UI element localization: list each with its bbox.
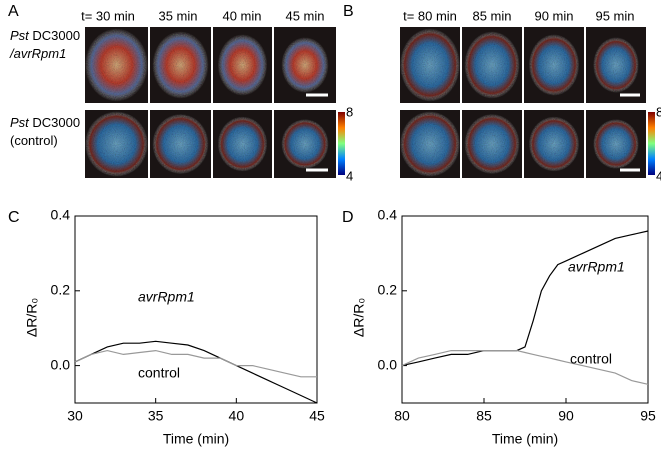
cell-cluster bbox=[400, 111, 460, 177]
cell-cluster bbox=[528, 116, 580, 172]
x-tick-label: 80 bbox=[394, 408, 410, 424]
series-line bbox=[74, 349, 317, 378]
cell-cluster bbox=[281, 37, 329, 93]
row-label-part: DC3000 bbox=[29, 115, 80, 130]
x-tick-label: 35 bbox=[148, 408, 164, 424]
cell-cluster bbox=[528, 34, 580, 96]
x-tick-label: 30 bbox=[67, 408, 83, 424]
cell-cluster bbox=[464, 113, 520, 175]
series-line bbox=[74, 340, 318, 404]
plot-frame bbox=[74, 215, 318, 404]
cell-cluster bbox=[152, 31, 209, 99]
colorbar-max: 8 bbox=[656, 104, 661, 119]
cell-cluster bbox=[85, 28, 148, 102]
y-tick-label: 0.0 bbox=[51, 356, 71, 372]
colorbar-max: 8 bbox=[346, 104, 353, 119]
x-tick-label: 90 bbox=[558, 408, 574, 424]
y-tick-label: 0.2 bbox=[378, 282, 398, 298]
x-tick-label: 95 bbox=[640, 408, 656, 424]
y-tick-label: 0.0 bbox=[378, 356, 398, 372]
panel-label: C bbox=[8, 209, 20, 226]
colorbar bbox=[338, 112, 345, 175]
panel-label: A bbox=[8, 3, 19, 20]
row-label-part: (control) bbox=[10, 133, 58, 148]
series-line bbox=[401, 230, 649, 367]
series-line bbox=[401, 350, 649, 385]
cell-cluster bbox=[593, 37, 639, 93]
panel-label: B bbox=[343, 3, 354, 20]
row-label-part: Pst bbox=[10, 115, 30, 130]
colorbar-min: 4 bbox=[656, 168, 661, 183]
cell-cluster bbox=[217, 116, 268, 172]
cell-cluster bbox=[281, 119, 329, 169]
time-label: 85 min bbox=[472, 8, 511, 23]
cell-cluster bbox=[400, 28, 460, 102]
row-label: (control) bbox=[10, 133, 58, 148]
plot-frame bbox=[401, 215, 649, 404]
row-label: Pst DC3000 bbox=[10, 115, 80, 130]
cell-cluster bbox=[217, 34, 268, 96]
x-axis-label: Time (min) bbox=[492, 431, 558, 447]
series-label: avrRpm1 bbox=[568, 259, 625, 275]
time-label: 95 min bbox=[595, 8, 634, 23]
row-label-part: DC3000 bbox=[29, 28, 80, 43]
x-tick-label: 85 bbox=[476, 408, 492, 424]
series-label: control bbox=[138, 365, 180, 381]
cell-cluster bbox=[152, 113, 209, 175]
row-label-part: /avrRpm1 bbox=[9, 46, 66, 61]
y-tick-label: 0.4 bbox=[51, 207, 71, 223]
y-tick-label: 0.4 bbox=[378, 207, 398, 223]
y-axis-label: ΔR/R₀ bbox=[24, 298, 40, 337]
time-label: 45 min bbox=[285, 8, 324, 23]
series-label: avrRpm1 bbox=[138, 289, 195, 305]
x-tick-label: 40 bbox=[229, 408, 245, 424]
cell-cluster bbox=[593, 119, 639, 169]
row-label-part: Pst bbox=[10, 28, 30, 43]
time-label: 35 min bbox=[158, 8, 197, 23]
row-label: /avrRpm1 bbox=[9, 46, 66, 61]
x-tick-label: 45 bbox=[309, 408, 325, 424]
time-label: 40 min bbox=[222, 8, 261, 23]
colorbar-min: 4 bbox=[346, 168, 353, 183]
time-label: t= 80 min bbox=[403, 8, 457, 23]
y-axis-label: ΔR/R₀ bbox=[351, 298, 367, 337]
cell-cluster bbox=[464, 31, 520, 99]
time-label: t= 30 min bbox=[81, 8, 135, 23]
colorbar bbox=[648, 112, 655, 175]
x-axis-label: Time (min) bbox=[163, 431, 229, 447]
cell-cluster bbox=[85, 111, 148, 177]
row-label: Pst DC3000 bbox=[10, 28, 80, 43]
panel-label: D bbox=[342, 209, 354, 226]
time-label: 90 min bbox=[534, 8, 573, 23]
series-label: control bbox=[570, 351, 612, 367]
y-tick-label: 0.2 bbox=[51, 282, 71, 298]
